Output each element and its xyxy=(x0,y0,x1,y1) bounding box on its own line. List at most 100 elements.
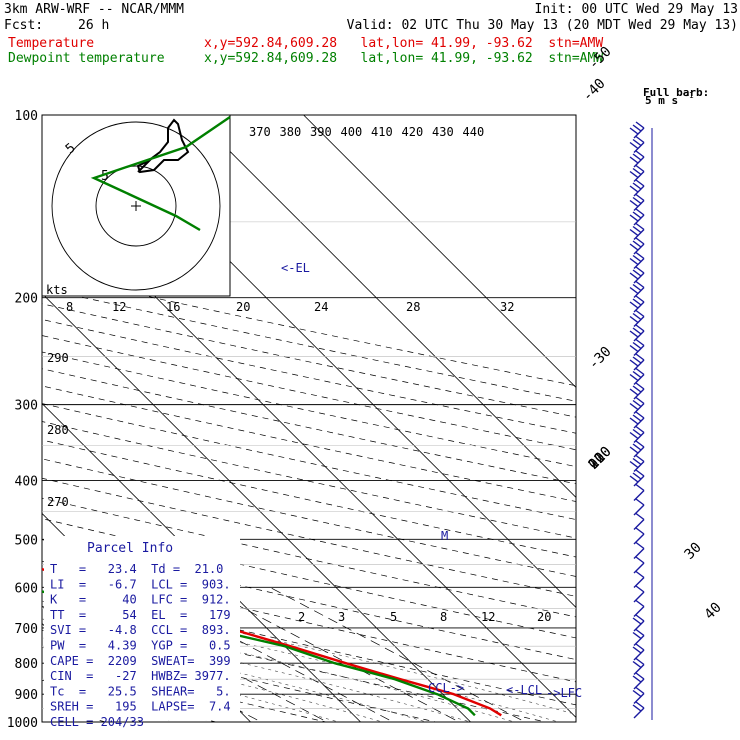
temperature-location: x,y=592.84,609.28 lat,lon= 41.99, -93.62… xyxy=(204,36,604,51)
model-label: 3km ARW-WRF -- NCAR/MMM xyxy=(4,2,185,17)
wind-barb-flag xyxy=(632,457,642,466)
wind-barb-flag xyxy=(635,266,645,274)
forecast-hour: 26 h xyxy=(78,18,110,33)
wind-barb-flag xyxy=(635,498,645,506)
wind-barb-flag xyxy=(632,167,642,176)
wind-barb-flag xyxy=(632,153,642,161)
wind-barb xyxy=(633,345,645,356)
pressure-tick-label: 600 xyxy=(15,581,38,596)
wind-barb xyxy=(633,635,645,646)
dry-adiabat xyxy=(42,518,576,639)
wind-barb xyxy=(633,664,645,675)
pressure-tick-label: 900 xyxy=(15,688,38,703)
wind-barb xyxy=(633,707,645,719)
wind-barb xyxy=(633,678,645,690)
wind-barb xyxy=(633,185,645,197)
parcel-info-row: PW = 4.39 YGP = 0.5 xyxy=(50,639,231,653)
wind-barb xyxy=(633,577,645,588)
wind-barb-flag xyxy=(632,399,642,408)
wind-barb-flag xyxy=(629,417,639,425)
wind-barb-flag xyxy=(635,208,645,216)
wind-barb-flag xyxy=(632,124,642,132)
wind-barb-flag xyxy=(635,237,645,245)
wind-barb-flag xyxy=(635,222,645,231)
wind-barb-flag xyxy=(629,330,639,338)
wind-barb-flag xyxy=(635,280,645,289)
wind-barb xyxy=(633,533,645,545)
hodograph-trace xyxy=(136,118,190,174)
wind-barb xyxy=(633,229,645,240)
wind-barb-flag xyxy=(635,701,645,709)
wind-barb-flag xyxy=(635,440,645,448)
wind-barb xyxy=(633,156,645,168)
moist-adiabat xyxy=(42,637,384,722)
wind-barb-flag xyxy=(632,196,642,205)
wind-barb-flag xyxy=(629,446,639,454)
dry-adiabat xyxy=(42,606,548,722)
wind-legend-line1: Full barb: xyxy=(643,86,709,99)
wind-barb-flag xyxy=(635,382,645,390)
wind-barb-flag xyxy=(635,585,645,593)
dry-adiabat xyxy=(0,128,48,735)
theta-label: 370 xyxy=(249,125,271,139)
theta-e-label: 20 xyxy=(236,300,250,314)
sounding-annotation: <-EL xyxy=(281,261,310,275)
temperature-trace xyxy=(42,567,502,717)
moist-adiabat xyxy=(42,609,516,722)
wind-barb xyxy=(633,142,645,153)
wind-barb-flag xyxy=(632,356,642,364)
wind-barb-flag xyxy=(635,135,645,144)
wind-barb-flag xyxy=(635,643,645,651)
theta-e-label: 32 xyxy=(500,300,514,314)
wind-barb xyxy=(633,258,645,269)
wind-barb-flag xyxy=(635,179,645,187)
wind-barb-flag xyxy=(635,425,645,434)
parcel-info-row: K = 40 LFC = 912. xyxy=(50,593,231,607)
wind-barb-flag xyxy=(635,295,645,303)
parcel-info-panel: Parcel Info T = 23.4 Td = 21.0LI = -6.7 … xyxy=(44,536,240,729)
dry-adiabat xyxy=(42,335,576,451)
mixing-ratio-label: 8 xyxy=(440,610,447,624)
pressure-tick-label: 400 xyxy=(15,474,38,489)
parcel-info-row: Tc = 25.5 SHEAR= 5. xyxy=(50,684,231,698)
wind-barb xyxy=(633,461,645,472)
parcel-info-row: CIN = -27 HWBZ= 3977. xyxy=(50,669,231,683)
pressure-tick-label: 100 xyxy=(15,109,38,124)
parcel-info-row: T = 23.4 Td = 21.0 xyxy=(50,562,223,576)
wind-barb xyxy=(633,403,645,414)
wind-barb xyxy=(633,214,645,226)
wind-barb-flag xyxy=(632,689,642,698)
wind-barb-flag xyxy=(632,211,642,219)
isotherm-label: -50 xyxy=(586,44,615,73)
wind-barb xyxy=(633,272,645,284)
dewpoint-trace-upper xyxy=(90,116,231,232)
wind-barb-flag xyxy=(629,460,639,469)
theta-label: 410 xyxy=(371,125,393,139)
wind-barb-flag xyxy=(635,150,645,158)
wind-barb-flag xyxy=(632,646,642,654)
wind-barb-flag xyxy=(632,254,642,263)
wind-barb xyxy=(633,301,645,313)
wind-barb-flag xyxy=(632,385,642,393)
wind-barb xyxy=(633,446,645,458)
isotherm-label: -40 xyxy=(580,76,609,105)
parcel-info-title: Parcel Info xyxy=(87,541,173,556)
wind-barb-flag xyxy=(629,431,639,440)
wind-barb-flag xyxy=(632,617,642,625)
wind-barb-flag xyxy=(629,344,639,353)
dry-adiabat xyxy=(42,288,576,402)
mixing-ratio-line xyxy=(269,587,526,722)
wind-barb-flag xyxy=(629,388,639,396)
wind-barb-flag xyxy=(632,327,642,335)
theta-e-label: 28 xyxy=(406,300,420,314)
wind-barb-flag xyxy=(629,286,639,295)
wind-barb-flag xyxy=(632,312,642,321)
parcel-info-row: CELL = 204/33 xyxy=(50,715,144,729)
isotherm-label: -30 xyxy=(586,344,615,373)
wind-barb-flag xyxy=(629,127,639,135)
pressure-tick-label: 1000 xyxy=(7,716,38,731)
wind-barb-flag xyxy=(629,214,639,222)
wind-barb-flag xyxy=(632,704,642,712)
wind-barb xyxy=(633,388,645,400)
theta-label: 390 xyxy=(310,125,332,139)
